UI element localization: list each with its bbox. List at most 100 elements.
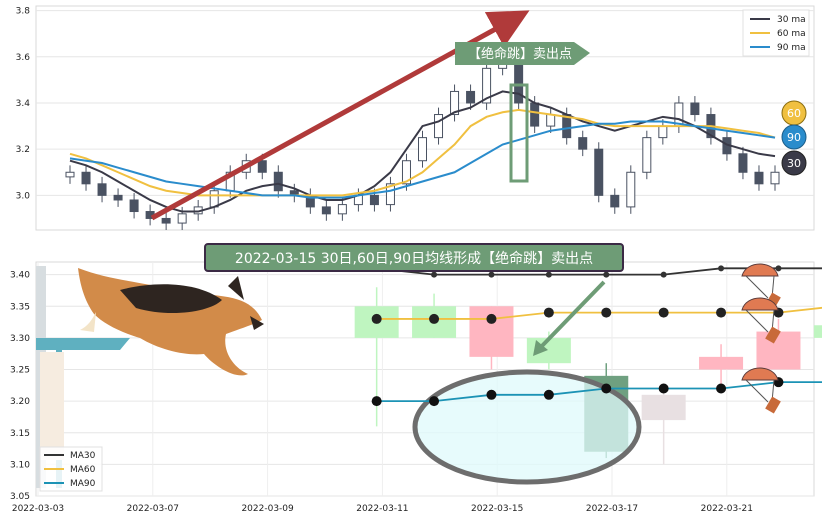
legend-90ma: 90 ma <box>777 43 806 53</box>
bottom-ma-point <box>716 307 727 318</box>
top-candle-body <box>450 90 460 116</box>
bottom-candle-body <box>469 306 514 357</box>
title-pointer-arrow <box>538 280 606 350</box>
bottom-title: 2022-03-15 30日,60日,90日均线形成【绝命跳】卖出点 <box>235 250 593 267</box>
bottom-candle-body <box>699 356 744 370</box>
top-candle-body <box>209 190 219 208</box>
top-candle-body <box>690 102 700 116</box>
bottom-ma-point <box>429 313 440 324</box>
top-candle-body <box>273 171 283 192</box>
top-plot-area <box>35 5 815 231</box>
top-candle-body <box>177 213 187 224</box>
top-candle-body <box>594 148 604 196</box>
bottom-ma-point <box>543 389 554 400</box>
legend-ma30: MA30 <box>70 451 96 461</box>
bottom-candle-body <box>756 331 801 370</box>
bottom-ma-point <box>601 307 612 318</box>
bottom-ma-point <box>371 396 382 407</box>
top-candle-body <box>337 204 347 215</box>
parachute-illustrations <box>741 263 781 414</box>
top-candle-body <box>81 171 91 185</box>
top-legend: 30 ma 60 ma 90 ma <box>742 9 810 57</box>
top-ma-line-2 <box>69 120 776 199</box>
bottom-ma-point <box>543 307 554 318</box>
badge-60: 60 <box>787 107 801 120</box>
top-candle-body <box>626 171 636 208</box>
bottom-ma-point <box>660 271 667 278</box>
signal-highlight-box <box>509 83 529 183</box>
top-candle-body <box>546 114 556 127</box>
top-candle-body <box>113 194 123 201</box>
top-y-tick: 3.4 <box>16 99 31 109</box>
bottom-candle-body <box>813 325 822 338</box>
top-y-tick: 3.8 <box>16 7 31 17</box>
signal-ellipse <box>412 369 642 485</box>
bottom-ma-point <box>431 271 438 278</box>
ma-badges: 60 90 30 <box>781 100 807 176</box>
bottom-ma-point <box>488 271 495 278</box>
bottom-ma-point <box>486 389 497 400</box>
bottom-ma-point <box>658 383 669 394</box>
bottom-ma-point <box>603 271 610 278</box>
bottom-y-tick: 3.10 <box>10 460 30 470</box>
dog-illustration <box>36 266 264 488</box>
bottom-ma-point <box>716 383 727 394</box>
legend-30ma: 30 ma <box>777 15 806 25</box>
bottom-y-tick: 3.25 <box>10 366 30 376</box>
bottom-x-tick: 2022-03-03 <box>12 504 64 514</box>
bottom-x-tick: 2022-03-17 <box>586 504 638 514</box>
top-ma-line-0 <box>69 90 776 213</box>
legend-ma90: MA90 <box>70 479 96 489</box>
bottom-ma-point <box>429 396 440 407</box>
top-candle-body <box>754 171 764 185</box>
top-candle-body <box>434 114 444 139</box>
bottom-x-axis: 2022-03-03 2022-03-07 2022-03-09 2022-03-11… <box>12 504 753 514</box>
bottom-y-tick: 3.05 <box>10 492 30 502</box>
top-candle-body <box>401 160 411 185</box>
legend-ma60: MA60 <box>70 465 96 475</box>
bottom-y-tick: 3.35 <box>10 302 30 312</box>
top-y-tick: 3.6 <box>16 53 31 63</box>
title-pointer-arrowhead <box>533 340 548 356</box>
bottom-ma-point <box>601 383 612 394</box>
bottom-legend: MA30 MA60 MA90 <box>39 446 103 492</box>
top-candle-body <box>466 90 476 104</box>
bottom-x-tick: 2022-03-15 <box>471 504 523 514</box>
top-candle-body <box>610 194 620 208</box>
badge-30: 30 <box>787 157 801 170</box>
top-candle-body <box>482 67 492 104</box>
bottom-y-tick: 3.20 <box>10 397 30 407</box>
top-candle-body <box>369 194 379 206</box>
top-grid <box>36 10 814 196</box>
top-candle-body <box>321 206 331 215</box>
bottom-ma-point <box>658 307 669 318</box>
top-candlesticks <box>65 49 780 230</box>
top-candle-body <box>385 183 395 206</box>
top-candle-body <box>418 137 427 162</box>
legend-60ma: 60 ma <box>777 29 806 39</box>
bottom-ma-point <box>486 313 497 324</box>
bottom-ma-point <box>371 313 382 324</box>
top-y-axis: 3.0 3.2 3.4 3.6 3.8 <box>16 7 31 202</box>
top-candle-body <box>161 217 171 224</box>
bottom-ma-point <box>545 271 552 278</box>
top-candle-body <box>658 125 668 139</box>
bottom-x-tick: 2022-03-11 <box>356 504 408 514</box>
top-y-tick: 3.2 <box>16 145 30 155</box>
top-candle-body <box>97 183 107 196</box>
top-ma-lines <box>69 90 776 213</box>
bottom-y-axis: 3.05 3.10 3.15 3.20 3.25 3.30 3.35 3.40 <box>10 271 30 502</box>
bottom-x-tick: 2022-03-09 <box>241 504 294 514</box>
top-candle-body <box>257 160 267 173</box>
signal-tag-label: 【绝命跳】卖出点 <box>468 46 572 62</box>
top-candle-body <box>738 153 748 173</box>
bottom-x-tick: 2022-03-07 <box>127 504 179 514</box>
bottom-y-tick: 3.15 <box>10 429 30 439</box>
badge-90: 90 <box>787 131 801 144</box>
top-candle-body <box>770 171 780 185</box>
top-candle-body <box>642 137 652 173</box>
bottom-candle-body <box>641 394 686 421</box>
bottom-ma-point <box>775 265 782 272</box>
top-ma-line-1 <box>69 108 776 197</box>
